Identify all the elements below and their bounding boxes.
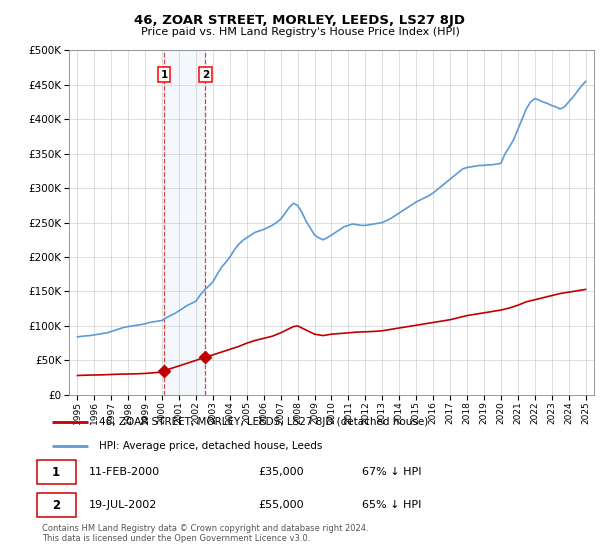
FancyBboxPatch shape (37, 493, 76, 517)
Text: 2: 2 (202, 70, 209, 80)
Text: 19-JUL-2002: 19-JUL-2002 (88, 500, 157, 510)
Text: 46, ZOAR STREET, MORLEY, LEEDS, LS27 8JD (detached house): 46, ZOAR STREET, MORLEY, LEEDS, LS27 8JD… (99, 417, 428, 427)
Text: HPI: Average price, detached house, Leeds: HPI: Average price, detached house, Leed… (99, 441, 322, 451)
Text: £35,000: £35,000 (259, 467, 304, 477)
Text: 1: 1 (52, 465, 60, 479)
Text: 11-FEB-2000: 11-FEB-2000 (88, 467, 160, 477)
Text: 2: 2 (52, 498, 60, 512)
Text: £55,000: £55,000 (259, 500, 304, 510)
Text: 67% ↓ HPI: 67% ↓ HPI (362, 467, 421, 477)
Bar (164, 50, 205, 395)
Text: Contains HM Land Registry data © Crown copyright and database right 2024.
This d: Contains HM Land Registry data © Crown c… (42, 524, 368, 543)
Text: 46, ZOAR STREET, MORLEY, LEEDS, LS27 8JD: 46, ZOAR STREET, MORLEY, LEEDS, LS27 8JD (134, 14, 466, 27)
FancyBboxPatch shape (37, 460, 76, 484)
Text: 1: 1 (160, 70, 167, 80)
Text: 65% ↓ HPI: 65% ↓ HPI (362, 500, 421, 510)
Text: Price paid vs. HM Land Registry's House Price Index (HPI): Price paid vs. HM Land Registry's House … (140, 27, 460, 37)
